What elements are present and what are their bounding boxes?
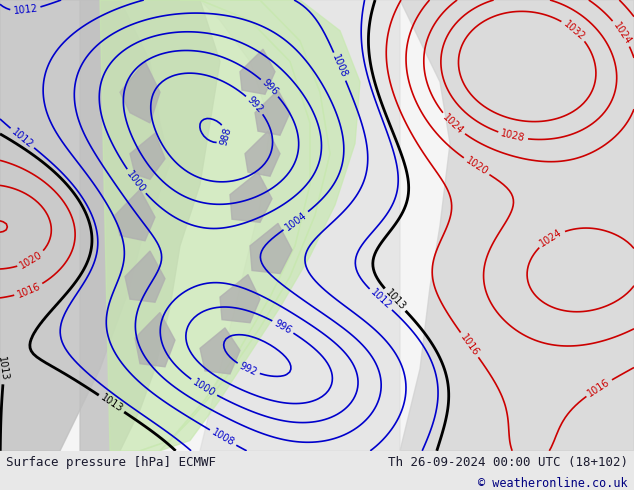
Text: 1016: 1016 [458,332,481,358]
Text: © weatheronline.co.uk: © weatheronline.co.uk [478,477,628,490]
Text: 1013: 1013 [383,288,407,312]
Polygon shape [120,61,160,123]
Polygon shape [255,90,290,135]
Polygon shape [160,0,360,451]
Polygon shape [140,0,330,451]
Text: 996: 996 [273,318,294,336]
Text: Surface pressure [hPa] ECMWF: Surface pressure [hPa] ECMWF [6,456,216,469]
Polygon shape [200,328,240,374]
Text: 1000: 1000 [125,169,148,194]
Polygon shape [100,0,310,451]
Polygon shape [230,172,272,222]
Text: 992: 992 [245,95,265,115]
Text: 1024: 1024 [538,227,564,249]
Polygon shape [80,0,220,451]
Text: 996: 996 [260,78,280,98]
Polygon shape [130,133,165,179]
Polygon shape [240,49,275,94]
Polygon shape [125,251,165,302]
Text: 1013: 1013 [0,356,10,382]
Text: 1028: 1028 [500,129,526,144]
Polygon shape [135,313,175,367]
Text: 1012: 1012 [10,126,35,150]
Text: Th 26-09-2024 00:00 UTC (18+102): Th 26-09-2024 00:00 UTC (18+102) [387,456,628,469]
Text: 1008: 1008 [210,427,236,448]
Text: 1024: 1024 [441,112,465,136]
Text: 1013: 1013 [98,392,124,415]
Polygon shape [115,190,155,241]
Text: 988: 988 [219,126,233,147]
Polygon shape [220,274,260,323]
Polygon shape [0,0,170,451]
Text: 1000: 1000 [191,377,217,398]
Text: 992: 992 [238,361,259,378]
Text: 1016: 1016 [586,377,612,399]
Text: 1012: 1012 [368,288,393,312]
Text: 1004: 1004 [283,210,309,232]
Polygon shape [245,131,280,176]
Text: 1024: 1024 [611,20,633,47]
Polygon shape [250,223,292,273]
Text: 1032: 1032 [561,19,586,42]
Polygon shape [400,0,634,451]
Polygon shape [200,0,400,451]
Text: 1012: 1012 [13,4,38,17]
Text: 1008: 1008 [330,53,349,80]
Text: 1020: 1020 [18,249,44,271]
Text: 1020: 1020 [463,155,489,177]
Text: 1016: 1016 [15,281,42,300]
